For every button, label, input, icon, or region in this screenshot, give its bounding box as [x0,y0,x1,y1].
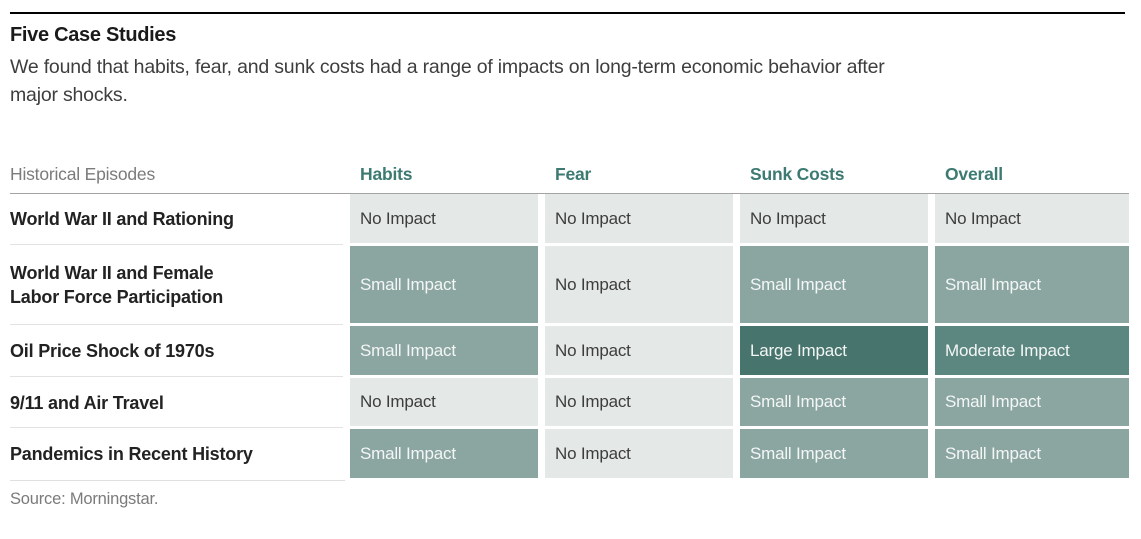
page-title: Five Case Studies [10,24,177,46]
footer-rule [10,480,345,481]
case-studies-table: Historical Episodes Habits Fear Sunk Costs… [10,155,1129,478]
episode-label: 9/11 and Air Travel [10,376,343,426]
impact-cell: Small Impact [740,429,928,478]
impact-cell: Moderate Impact [935,326,1129,375]
impact-cell: Large Impact [740,326,928,375]
impact-cell: No Impact [740,194,928,243]
episode-label: Oil Price Shock of 1970s [10,324,343,375]
page-subtitle: We found that habits, fear, and sunk cos… [10,53,1125,109]
impact-cell: No Impact [545,378,733,426]
page-subtitle-line2: major shocks. [10,84,128,106]
impact-cell: Small Impact [350,429,538,478]
impact-cell: No Impact [935,194,1129,243]
table-header: Historical Episodes Habits Fear Sunk Costs… [10,155,1129,194]
episode-label: Pandemics in Recent History [10,427,343,478]
column-header-sunk-costs: Sunk Costs [750,163,845,184]
impact-cell: Small Impact [740,378,928,426]
impact-cell: Small Impact [740,246,928,323]
impact-cell: No Impact [350,194,538,243]
table-body: World War II and Rationing No Impact No Im… [10,194,1129,478]
column-header-overall: Overall [945,163,1003,184]
impact-cell: Small Impact [935,246,1129,323]
impact-cell: No Impact [545,246,733,323]
impact-cell: No Impact [545,194,733,243]
column-header-episodes: Historical Episodes [10,163,156,184]
column-header-habits: Habits [360,163,413,184]
impact-cell: Small Impact [935,429,1129,478]
impact-cell: Small Impact [935,378,1129,426]
source-note: Source: Morningstar. [10,490,159,508]
impact-cell: No Impact [545,429,733,478]
page-subtitle-line1: We found that habits, fear, and sunk cos… [10,56,885,78]
impact-cell: No Impact [350,378,538,426]
impact-cell: No Impact [545,326,733,375]
column-header-fear: Fear [555,163,592,184]
episode-label: World War II and Rationing [10,208,234,229]
top-rule [10,12,1125,14]
figure: Five Case Studies We found that habits, … [10,12,1129,508]
episode-label: World War II and Female Labor Force Part… [10,244,343,323]
impact-cell: Small Impact [350,246,538,323]
impact-cell: Small Impact [350,326,538,375]
